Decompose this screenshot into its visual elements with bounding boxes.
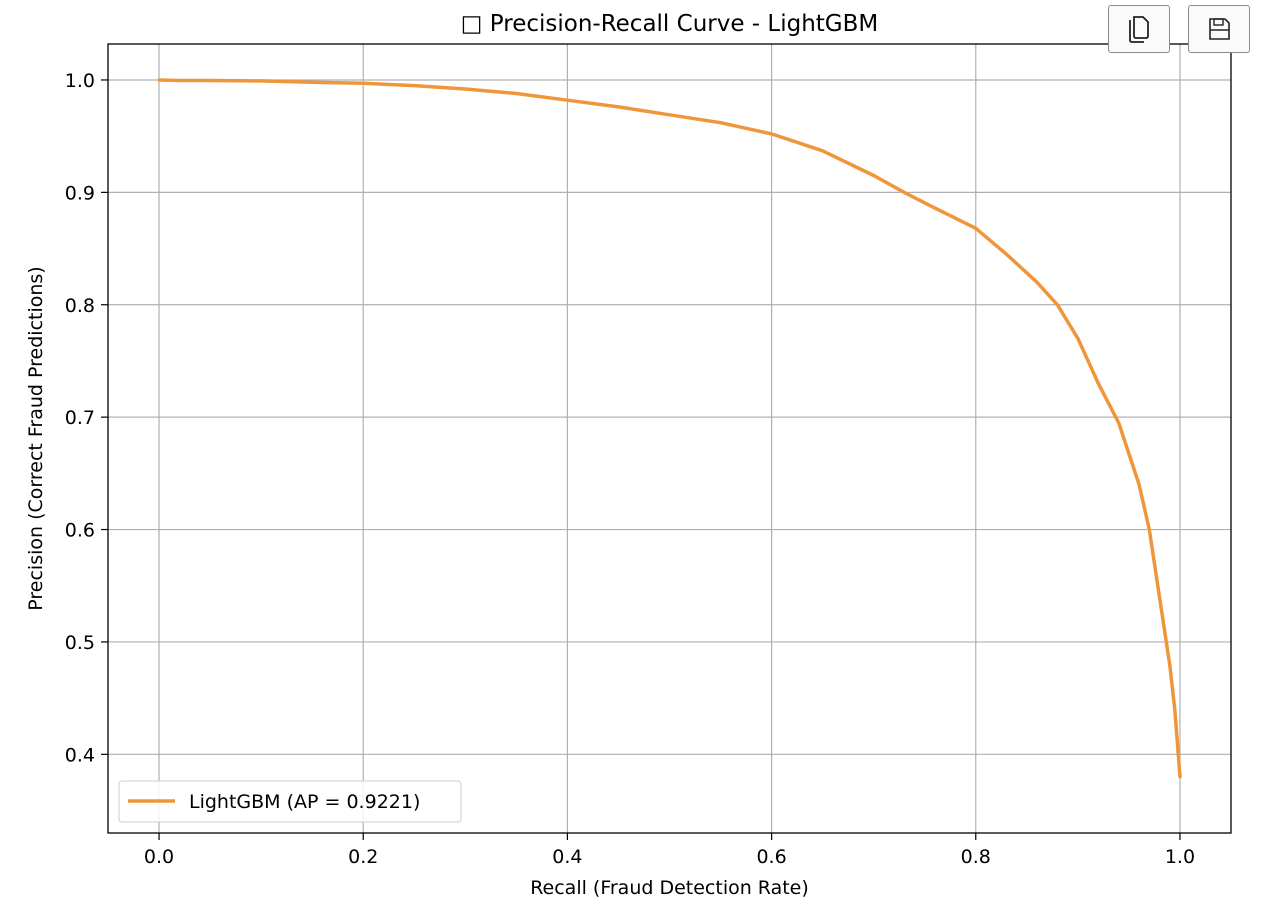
legend-box <box>118 780 462 823</box>
y-tick-label: 0.6 <box>65 520 95 542</box>
x-axis-label: Recall (Fraud Detection Rate) <box>530 877 809 899</box>
y-axis-label: Precision (Correct Fraud Predictions) <box>25 266 47 610</box>
copy-icon <box>1129 16 1149 43</box>
y-tick-label: 0.4 <box>65 744 95 766</box>
legend: LightGBM (AP = 0.9221) <box>118 780 462 823</box>
plot-frame <box>107 43 1232 834</box>
x-tick-label: 0.2 <box>348 846 378 868</box>
x-tick-label: 1.0 <box>1165 846 1195 868</box>
y-tick-label: 0.9 <box>65 182 95 204</box>
chart-title: □ Precision-Recall Curve - LightGBM <box>461 11 879 37</box>
x-tick-label: 0.0 <box>144 846 174 868</box>
x-tick-label: 0.8 <box>961 846 991 868</box>
y-tick-label: 0.5 <box>65 632 95 654</box>
x-axis-ticks: 0.0 0.2 0.4 0.6 0.8 1.0 <box>144 833 1195 868</box>
y-axis-ticks: 0.4 0.5 0.6 0.7 0.8 0.9 1.0 <box>65 70 108 766</box>
series-line-lightgbm <box>157 78 1182 779</box>
copy-button[interactable] <box>1108 5 1170 53</box>
legend-entry-label: LightGBM (AP = 0.9221) <box>189 791 420 813</box>
y-tick-label: 0.8 <box>65 295 95 317</box>
x-tick-label: 0.4 <box>552 846 582 868</box>
grid-x <box>158 44 1181 833</box>
y-tick-label: 0.7 <box>65 407 95 429</box>
plot-area <box>108 44 1231 833</box>
save-button[interactable] <box>1188 5 1250 53</box>
grid-y <box>108 79 1231 755</box>
x-tick-label: 0.6 <box>756 846 786 868</box>
save-icon <box>1209 18 1230 40</box>
y-tick-label: 1.0 <box>65 70 95 92</box>
